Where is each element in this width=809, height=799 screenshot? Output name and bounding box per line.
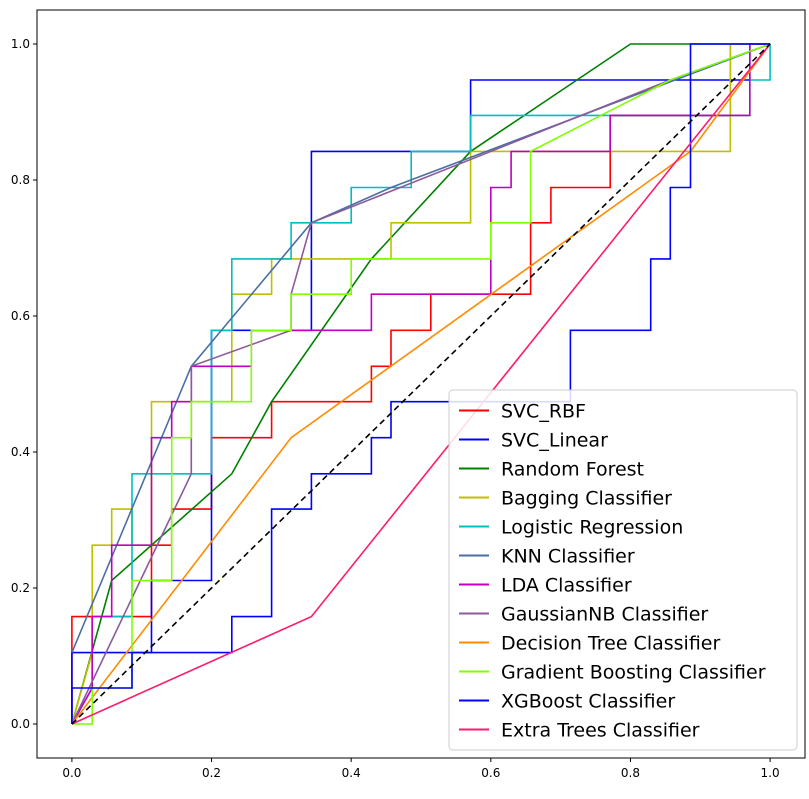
series-line-svc-rbf xyxy=(71,43,771,724)
y-tick-label-5: 1.0 xyxy=(11,37,30,51)
series-line-decision-tree-classifier xyxy=(71,43,771,725)
legend-label-5: KNN Classifier xyxy=(501,546,635,568)
series-line-extra-trees-classifier xyxy=(71,43,771,725)
x-tick-label-2: 0.4 xyxy=(342,766,361,780)
legend-label-0: SVC_RBF xyxy=(501,401,586,423)
legend-label-11: Extra Trees Classifier xyxy=(501,720,700,742)
legend-label-7: GaussianNB Classifier xyxy=(501,604,708,626)
x-tick-label-1: 0.2 xyxy=(202,766,221,780)
y-tick-label-2: 0.4 xyxy=(11,445,30,459)
x-tick-label-3: 0.6 xyxy=(481,766,500,780)
x-axis: 0.0 0.2 0.4 0.6 0.8 1.0 xyxy=(62,758,780,780)
legend-label-8: Decision Tree Classifier xyxy=(501,633,720,655)
legend: SVC_RBF SVC_Linear Random Forest Bagging Cl… xyxy=(448,389,798,751)
legend-label-9: Gradient Boosting Classifier xyxy=(501,662,766,684)
x-tick-label-0: 0.0 xyxy=(62,766,81,780)
diagonal-reference-line xyxy=(71,43,771,725)
series-layer xyxy=(71,43,771,725)
legend-label-10: XGBoost Classifier xyxy=(501,691,675,713)
legend-box xyxy=(448,389,798,751)
legend-label-3: Bagging Classifier xyxy=(501,488,672,510)
y-axis: 0.0 0.2 0.4 0.6 0.8 1.0 xyxy=(11,37,37,731)
y-tick-label-1: 0.2 xyxy=(11,581,30,595)
y-tick-label-0: 0.0 xyxy=(11,717,30,731)
legend-label-6: LDA Classifier xyxy=(501,575,632,597)
y-tick-label-3: 0.6 xyxy=(11,309,30,323)
legend-label-2: Random Forest xyxy=(501,459,644,481)
series-line-bagging-classifier xyxy=(71,43,771,725)
x-tick-label-4: 0.8 xyxy=(621,766,640,780)
x-tick-label-5: 1.0 xyxy=(761,766,780,780)
series-line-xgboost-classifier xyxy=(71,43,771,724)
y-tick-label-4: 0.8 xyxy=(11,173,30,187)
legend-label-4: Logistic Regression xyxy=(501,517,683,539)
legend-label-1: SVC_Linear xyxy=(501,430,608,452)
